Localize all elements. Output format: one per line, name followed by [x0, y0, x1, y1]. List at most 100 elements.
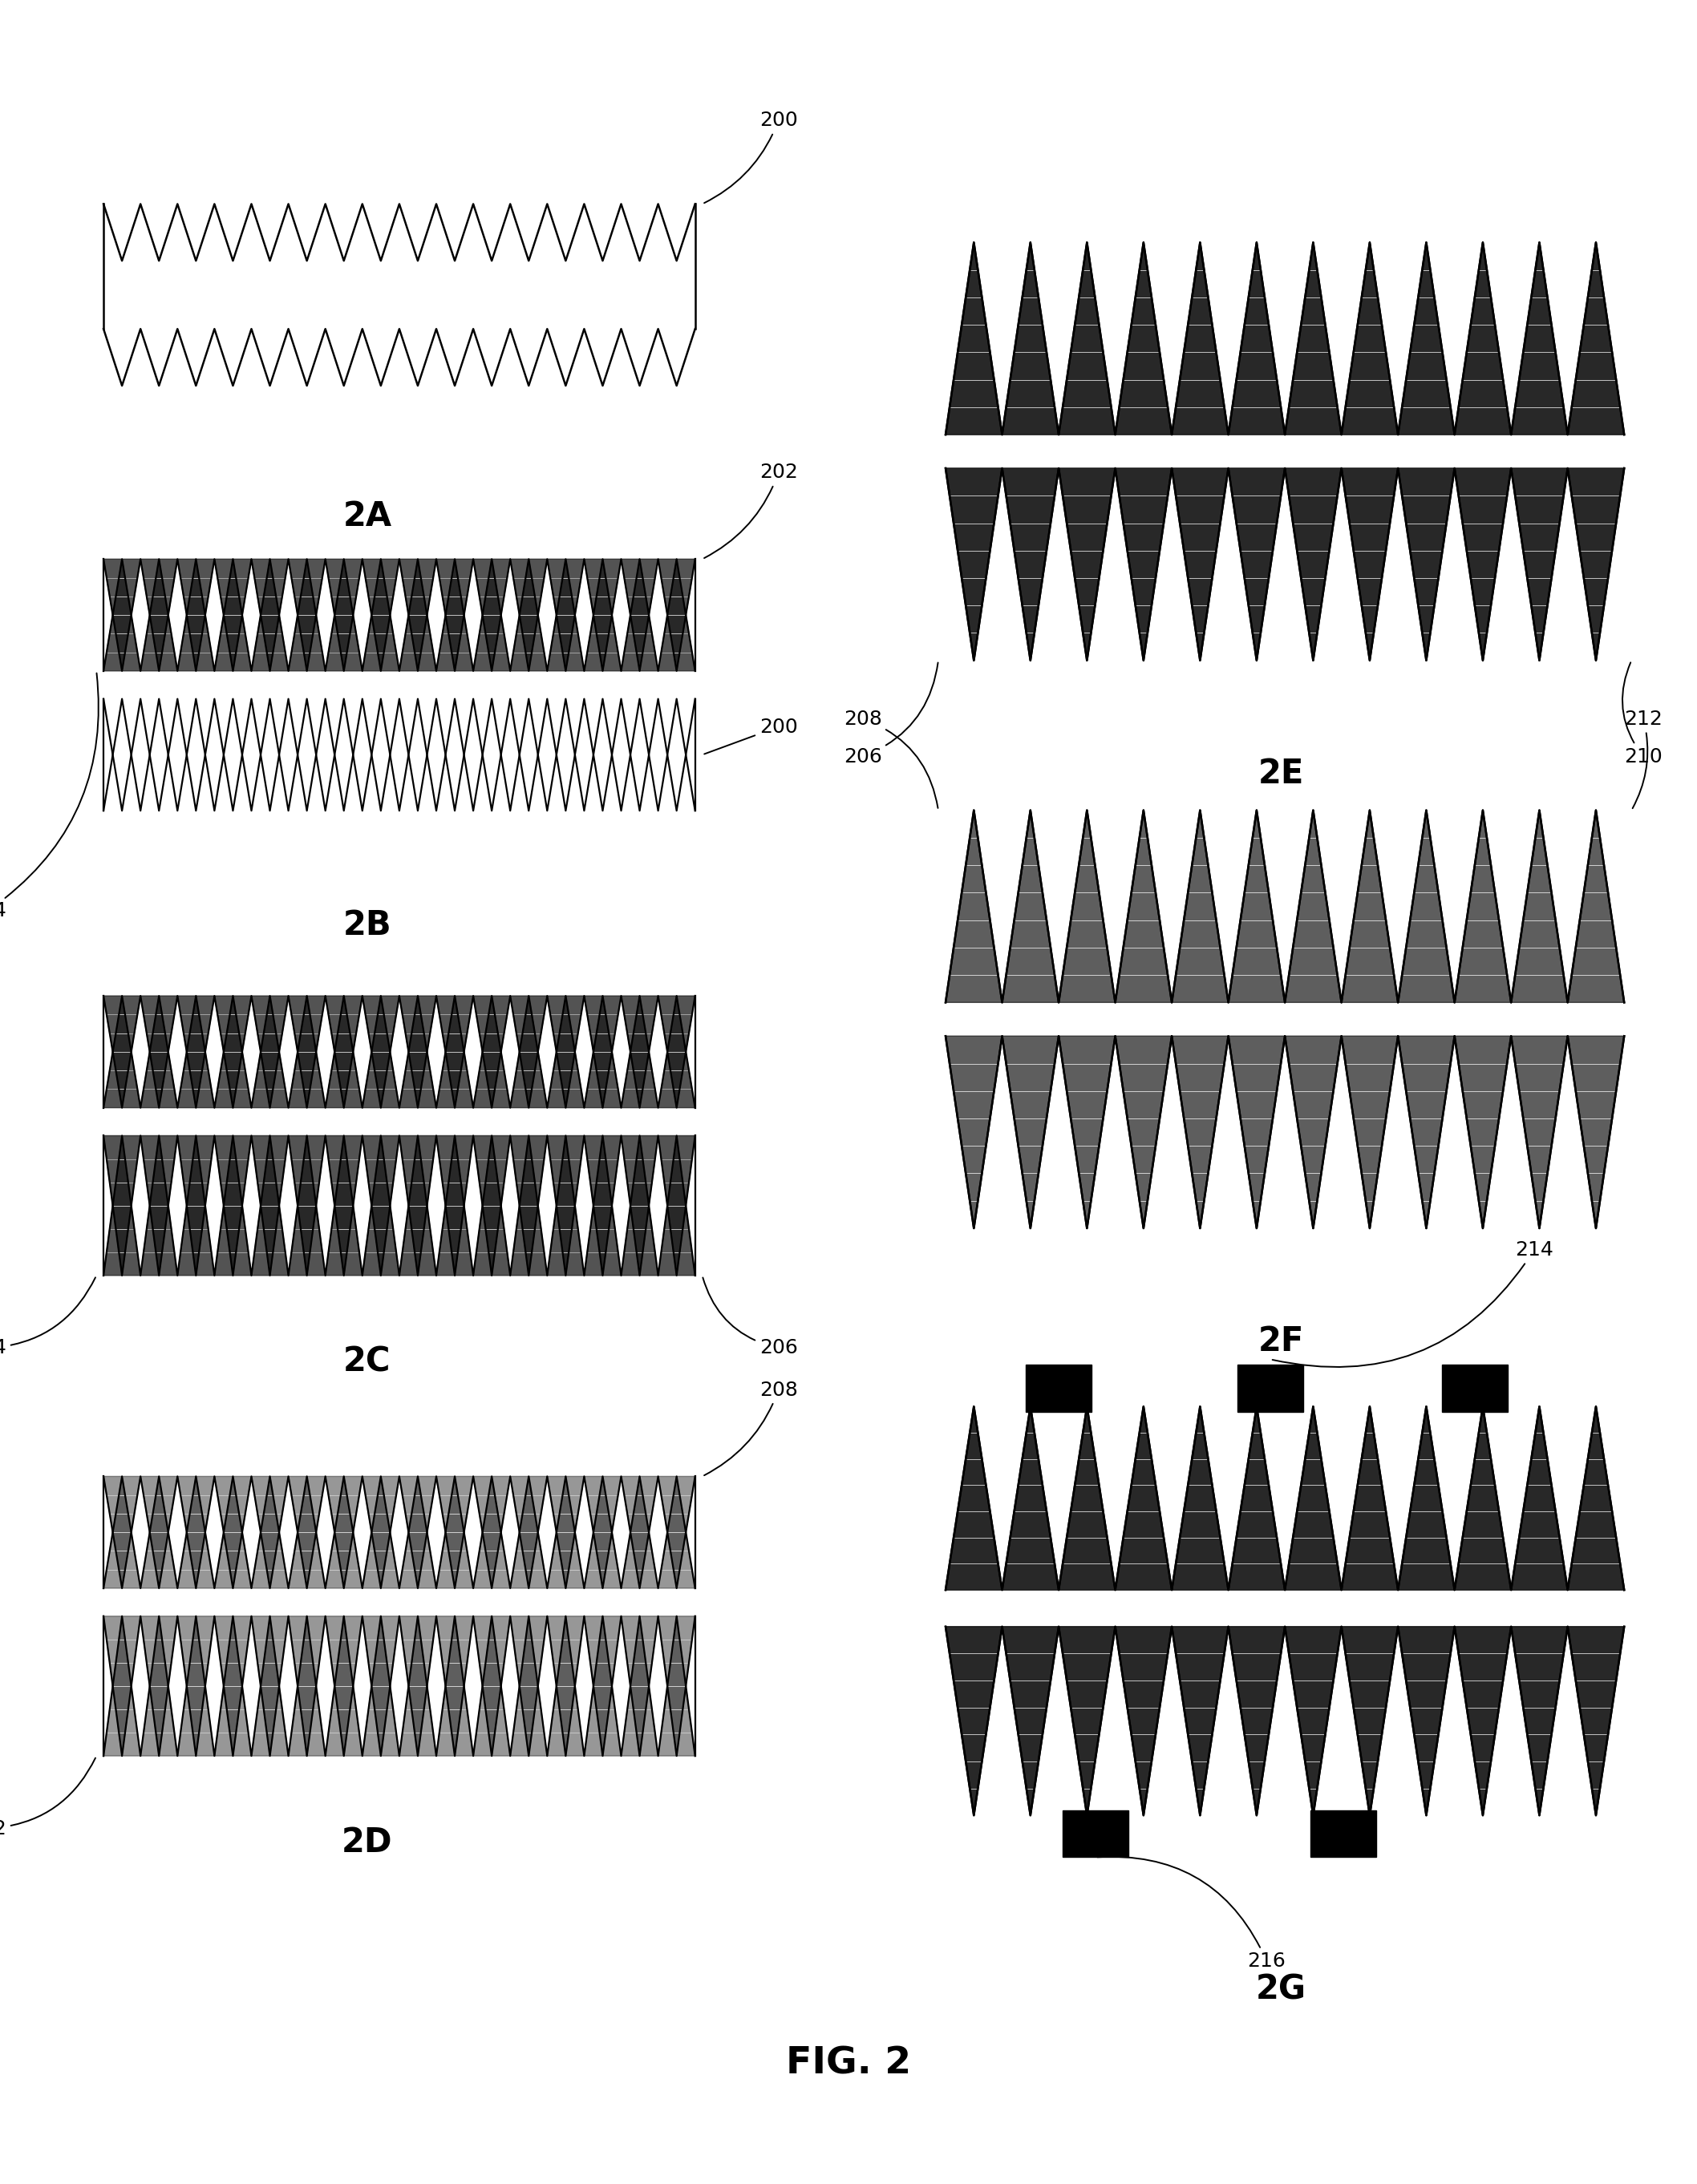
Polygon shape [945, 467, 1003, 660]
Polygon shape [1341, 467, 1398, 660]
Polygon shape [326, 1616, 363, 1756]
Polygon shape [141, 996, 178, 1107]
Polygon shape [104, 996, 141, 1107]
Polygon shape [621, 1616, 658, 1756]
Bar [1237, 1365, 1303, 1411]
Polygon shape [436, 996, 473, 1107]
Polygon shape [1059, 1406, 1115, 1590]
Polygon shape [658, 996, 696, 1107]
Polygon shape [1285, 242, 1341, 435]
Polygon shape [1398, 1035, 1454, 1227]
Polygon shape [1454, 467, 1510, 660]
Polygon shape [1059, 1035, 1115, 1227]
Polygon shape [1115, 1627, 1171, 1815]
Polygon shape [1059, 810, 1115, 1002]
Text: 204: 204 [0, 673, 98, 922]
Polygon shape [1454, 1627, 1510, 1815]
Polygon shape [326, 559, 363, 670]
Polygon shape [251, 1136, 288, 1275]
Polygon shape [1229, 1035, 1285, 1227]
Polygon shape [214, 559, 251, 670]
Polygon shape [1229, 1406, 1285, 1590]
Polygon shape [546, 996, 584, 1107]
Polygon shape [1568, 467, 1624, 660]
Polygon shape [1171, 242, 1229, 435]
Polygon shape [511, 996, 546, 1107]
Polygon shape [511, 1476, 546, 1588]
Polygon shape [326, 996, 363, 1107]
Polygon shape [1059, 810, 1115, 1002]
Polygon shape [546, 996, 584, 1107]
Bar [1025, 1365, 1091, 1411]
Polygon shape [288, 1136, 326, 1275]
Polygon shape [104, 1476, 141, 1588]
Polygon shape [546, 1616, 584, 1756]
Polygon shape [1115, 1627, 1171, 1815]
Polygon shape [1003, 1406, 1059, 1590]
Polygon shape [1229, 467, 1285, 660]
Polygon shape [288, 1616, 326, 1756]
Polygon shape [214, 1476, 251, 1588]
Polygon shape [1568, 1406, 1624, 1590]
Polygon shape [1454, 810, 1510, 1002]
Polygon shape [1003, 242, 1059, 435]
Polygon shape [1059, 467, 1115, 660]
Text: 206: 206 [843, 662, 938, 767]
Polygon shape [658, 1476, 696, 1588]
Text: 200: 200 [704, 716, 798, 753]
Polygon shape [399, 996, 436, 1107]
Polygon shape [326, 559, 363, 670]
Polygon shape [1341, 242, 1398, 435]
Polygon shape [473, 559, 511, 670]
Polygon shape [621, 1616, 658, 1756]
Polygon shape [214, 1136, 251, 1275]
Polygon shape [1341, 1406, 1398, 1590]
Polygon shape [1171, 467, 1229, 660]
Polygon shape [436, 1136, 473, 1275]
Polygon shape [363, 996, 399, 1107]
Polygon shape [1510, 1406, 1568, 1590]
Polygon shape [141, 559, 178, 670]
Polygon shape [214, 1476, 251, 1588]
Polygon shape [288, 559, 326, 670]
Polygon shape [621, 996, 658, 1107]
Polygon shape [1454, 1406, 1510, 1590]
Polygon shape [1510, 810, 1568, 1002]
Polygon shape [326, 1136, 363, 1275]
Polygon shape [178, 559, 214, 670]
Polygon shape [1341, 810, 1398, 1002]
Polygon shape [178, 1616, 214, 1756]
Polygon shape [1510, 810, 1568, 1002]
Text: FIG. 2: FIG. 2 [786, 2046, 911, 2081]
Polygon shape [288, 1136, 326, 1275]
Polygon shape [178, 1476, 214, 1588]
Polygon shape [945, 242, 1003, 435]
Polygon shape [214, 1616, 251, 1756]
Polygon shape [436, 1616, 473, 1756]
Polygon shape [399, 1616, 436, 1756]
Polygon shape [584, 996, 621, 1107]
Polygon shape [584, 996, 621, 1107]
Polygon shape [1568, 242, 1624, 435]
Polygon shape [399, 559, 436, 670]
Polygon shape [1285, 1406, 1341, 1590]
Polygon shape [945, 1035, 1003, 1227]
Polygon shape [584, 1616, 621, 1756]
Polygon shape [1285, 467, 1341, 660]
Polygon shape [1341, 467, 1398, 660]
Polygon shape [399, 1616, 436, 1756]
Polygon shape [1171, 242, 1229, 435]
Polygon shape [546, 1476, 584, 1588]
Polygon shape [1229, 1627, 1285, 1815]
Polygon shape [511, 1476, 546, 1588]
Text: 210: 210 [1622, 662, 1663, 767]
Polygon shape [1510, 467, 1568, 660]
Polygon shape [1341, 1406, 1398, 1590]
Polygon shape [1003, 467, 1059, 660]
Polygon shape [658, 1136, 696, 1275]
Polygon shape [1398, 242, 1454, 435]
Polygon shape [363, 1136, 399, 1275]
Polygon shape [1341, 810, 1398, 1002]
Polygon shape [584, 559, 621, 670]
Polygon shape [326, 1476, 363, 1588]
